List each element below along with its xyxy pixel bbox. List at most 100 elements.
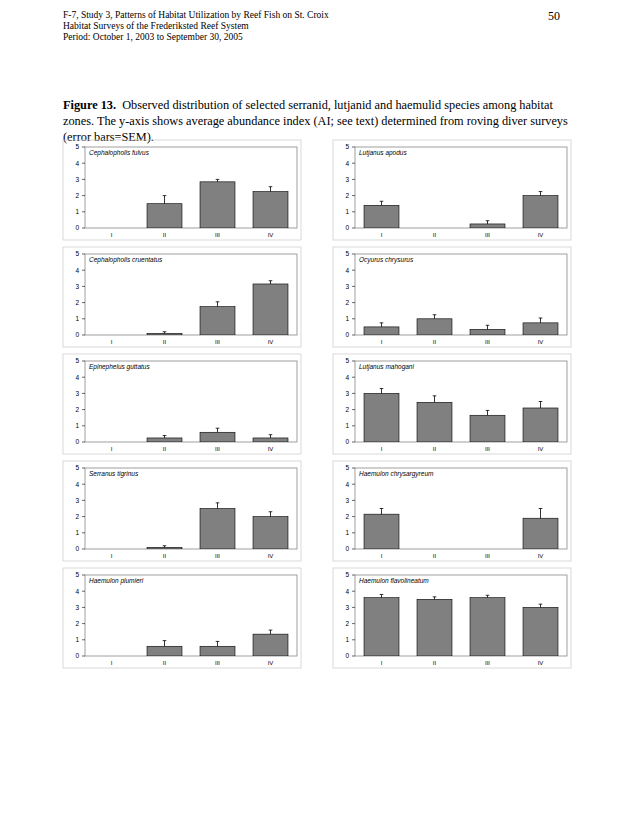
y-tick [82,656,85,657]
x-tick-label: II [163,553,167,559]
y-tick-label: 2 [345,299,349,306]
header-line: Period: October 1, 2003 to September 30,… [63,32,243,43]
error-bar [486,410,490,415]
y-tick [352,409,355,410]
chart-title: Haemulon plumieri [89,577,144,585]
x-tick-label: IV [538,232,544,238]
y-tick-label: 0 [75,224,79,231]
error-bar [269,187,273,192]
panel-frame [333,354,571,454]
chart-panel: 012345IIIIIIIVLutjanus apodus [333,140,571,240]
header-line: Habitat Surveys of the Frederiksted Reef… [63,21,249,32]
bar [417,402,452,442]
y-tick-label: 1 [75,422,79,429]
y-tick [352,639,355,640]
y-tick-label: 2 [345,513,349,520]
chart-title: Lutjanus apodus [359,149,407,157]
y-tick-label: 0 [75,331,79,338]
y-tick-label: 2 [75,192,79,199]
x-tick-label: II [163,660,167,666]
bar [364,205,399,228]
y-tick [82,163,85,164]
y-tick [82,591,85,592]
y-tick-label: 1 [345,422,349,429]
y-tick-label: 1 [75,315,79,322]
plot-frame [85,254,297,335]
bar [364,393,399,442]
y-tick-label: 3 [75,176,79,183]
y-tick [352,302,355,303]
y-tick [82,361,85,362]
y-tick [82,409,85,410]
y-tick-label: 4 [75,481,79,488]
panel-frame [333,568,571,668]
x-tick-label: II [433,232,437,238]
chart-panel: 012345IIIIIIIVCephalopholis fulvus [63,140,301,240]
y-tick-label: 0 [345,224,349,231]
y-tick [82,607,85,608]
bar [417,599,452,656]
x-tick-label: I [381,446,383,452]
error-bar [269,630,273,634]
header-line: F-7, Study 3, Patterns of Habitat Utiliz… [63,10,329,21]
y-tick [352,516,355,517]
marks [112,179,288,228]
chart-title: Lutjanus mahogani [359,363,414,371]
y-tick [82,484,85,485]
page-number: 50 [548,9,560,24]
x-tick-label: II [163,446,167,452]
bar [470,415,505,442]
x-tick-label: IV [268,553,274,559]
y-tick-label: 3 [345,604,349,611]
bar [417,228,452,229]
y-tick-label: 0 [345,438,349,445]
y-tick [352,484,355,485]
bar [253,438,288,442]
y-tick-label: 1 [345,315,349,322]
bar [94,442,129,443]
chart-panel: 012345IIIIIIIVSerranus tigrinus [63,461,301,561]
y-tick [82,425,85,426]
error-bar [163,436,167,438]
y-tick-label: 5 [345,571,349,578]
y-tick-label: 3 [75,283,79,290]
y-tick-label: 0 [75,652,79,659]
x-tick-label: I [111,446,113,452]
bar [523,408,558,442]
marks [364,594,558,656]
x-tick-label: IV [268,446,274,452]
x-tick-label: III [215,553,220,559]
y-tick-label: 2 [345,406,349,413]
x-tick-label: I [111,553,113,559]
y-tick [82,195,85,196]
plot-frame [355,468,567,549]
plot-frame [355,147,567,228]
bar [147,438,182,442]
bar [364,598,399,656]
y-tick [352,623,355,624]
error-bar [269,512,273,517]
y-tick-label: 3 [75,497,79,504]
y-tick-label: 4 [75,160,79,167]
error-bar [486,595,490,597]
y-tick [352,163,355,164]
chart-title: Epinephelus guttatus [89,363,150,371]
panel-frame [333,140,571,240]
y-tick [352,607,355,608]
y-tick [82,270,85,271]
caption-label: Figure 13. [63,98,116,112]
x-tick-label: IV [268,660,274,666]
x-tick-label: III [215,660,220,666]
y-tick [352,195,355,196]
y-tick [352,377,355,378]
x-tick-label: IV [268,232,274,238]
error-bar [216,302,220,307]
panel-frame [63,461,301,561]
marks [364,192,558,228]
bar [417,549,452,550]
chart-panel: 012345IIIIIIIVHaemulon flavolineatum [333,568,571,668]
y-tick [352,591,355,592]
bar [253,634,288,656]
y-tick-label: 2 [75,620,79,627]
error-bar [486,221,490,224]
